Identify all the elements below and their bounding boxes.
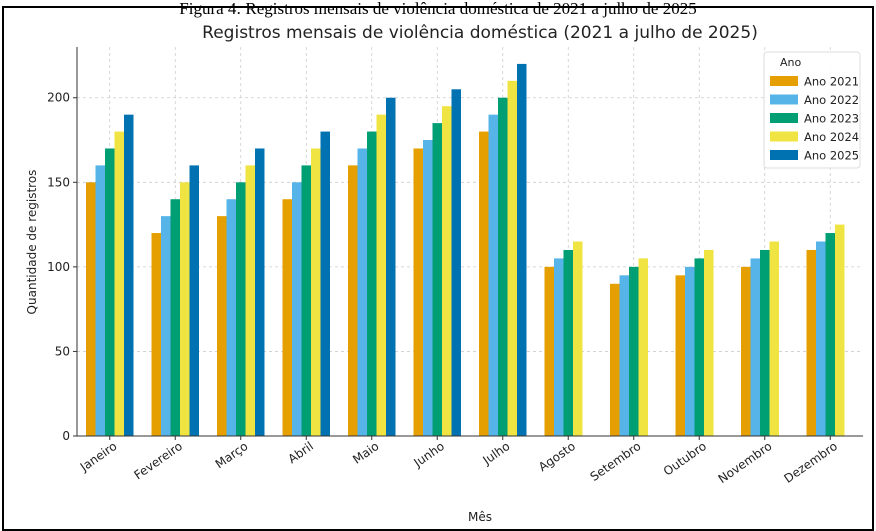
legend-label: Ano 2021 <box>804 75 859 89</box>
y-tick-label: 150 <box>47 175 70 189</box>
legend-label: Ano 2022 <box>804 93 859 107</box>
y-axis-label: Quantidade de registros <box>25 170 39 315</box>
legend-swatch <box>770 94 798 105</box>
legend-swatch <box>770 131 798 142</box>
legend-swatch <box>770 150 798 160</box>
bar <box>86 182 96 436</box>
bar <box>226 199 236 436</box>
bar <box>835 224 845 436</box>
bar <box>311 148 321 436</box>
x-tick-label: Fevereiro <box>131 439 185 482</box>
bar <box>357 148 367 436</box>
bar <box>619 275 629 436</box>
bar <box>507 80 517 437</box>
bar <box>236 182 246 436</box>
bar <box>432 123 442 436</box>
bar <box>124 114 134 437</box>
x-tick-label: Dezembro <box>781 439 840 486</box>
bar <box>704 249 714 436</box>
x-tick-label: Junho <box>411 439 447 470</box>
bar <box>161 216 171 436</box>
bar <box>479 131 489 436</box>
y-tick-label: 100 <box>47 260 70 274</box>
bar <box>95 165 105 437</box>
bar <box>825 233 835 436</box>
bars-group <box>86 63 845 437</box>
bar <box>769 241 779 436</box>
x-tick-label: Maio <box>350 439 381 467</box>
bar <box>741 266 751 436</box>
y-tick-label: 50 <box>55 344 70 358</box>
legend-label: Ano 2025 <box>804 149 859 163</box>
bar <box>114 131 124 436</box>
bar <box>750 258 760 436</box>
bar <box>170 199 180 436</box>
bar <box>563 249 573 436</box>
bar <box>806 249 816 436</box>
legend-label: Ano 2024 <box>804 130 859 144</box>
bar <box>442 106 452 437</box>
x-tick-label: Agosto <box>536 439 578 474</box>
bar <box>386 97 396 436</box>
legend-label: Ano 2023 <box>804 112 859 126</box>
chart-frame <box>2 6 874 531</box>
bar <box>675 275 685 436</box>
bar <box>517 63 527 436</box>
bar <box>292 182 302 436</box>
bar <box>423 140 433 437</box>
bar <box>573 241 583 436</box>
x-tick-label: Janeiro <box>77 439 120 475</box>
bar <box>638 258 648 436</box>
y-tick-label: 200 <box>47 91 70 105</box>
bar <box>245 165 255 437</box>
chart-title: Registros mensais de violência doméstica… <box>202 23 758 43</box>
x-tick-label: Abril <box>285 439 316 466</box>
x-tick-label: Março <box>213 439 251 471</box>
bar <box>629 266 639 436</box>
bar <box>180 182 190 436</box>
bar <box>488 114 498 437</box>
bar <box>320 131 330 436</box>
bar <box>451 89 461 437</box>
bar <box>694 258 704 436</box>
bar <box>544 266 554 436</box>
bar <box>413 148 423 436</box>
bar <box>367 131 377 436</box>
legend-swatch <box>770 76 798 86</box>
bar <box>151 233 161 436</box>
bar <box>255 148 265 436</box>
bar <box>816 241 826 436</box>
x-tick-label: Setembro <box>588 439 644 484</box>
bar <box>282 199 292 436</box>
bar <box>498 97 508 436</box>
legend-swatch <box>770 113 798 123</box>
x-tick-label: Novembro <box>716 439 775 486</box>
bar <box>301 165 311 437</box>
bar <box>685 266 695 436</box>
y-tick-label: 0 <box>62 429 70 443</box>
bar <box>760 249 770 436</box>
figure-caption: Figura 4: Registros mensais de violência… <box>179 0 697 18</box>
x-axis-label: Mês <box>468 510 492 524</box>
bar <box>376 114 386 437</box>
x-tick-label: Outubro <box>661 439 709 479</box>
bar <box>610 283 620 436</box>
bar <box>189 165 199 437</box>
bar <box>554 258 564 436</box>
bar <box>105 148 115 436</box>
legend-title: Ano <box>780 56 801 69</box>
bar <box>217 216 227 436</box>
bar <box>348 165 358 437</box>
x-tick-label: Julho <box>480 439 513 468</box>
